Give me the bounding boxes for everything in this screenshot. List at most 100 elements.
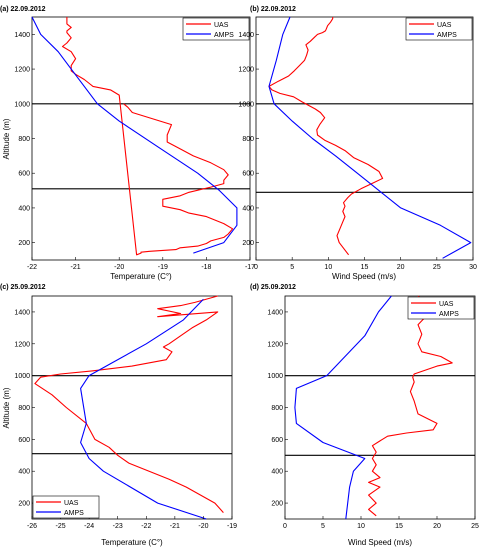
panel-c: (c) 25.09.2012 -26 -25 -24 -23 -22 -21 -20 -19 2…	[0, 284, 237, 547]
y-axis-label: Altitude (m)	[2, 118, 11, 159]
y-tick-label: 1200	[238, 67, 254, 74]
y-tick-label: 600	[18, 171, 30, 178]
legend-label-uas: UAS	[437, 22, 452, 29]
y-tick-label: 1200	[267, 341, 283, 348]
y-tick-label: 800	[242, 136, 254, 143]
x-tick-label: 25	[433, 264, 441, 271]
y-tick-label: 200	[271, 501, 283, 508]
x-tick-label: 25	[471, 523, 479, 530]
x-tick-label: -26	[27, 523, 37, 530]
y-tick-label: 800	[18, 405, 30, 412]
legend-label-uas: UAS	[439, 301, 454, 308]
series-layer	[294, 295, 453, 520]
series-line-amps	[268, 16, 472, 259]
series-line-amps	[31, 16, 238, 254]
legend-label-uas: UAS	[64, 500, 79, 507]
legend-label-amps: AMPS	[214, 32, 234, 39]
y-tick-label: 600	[271, 437, 283, 444]
tick-labels: -26 -25 -24 -23 -22 -21 -20 -19 200 400 600 800 1000…	[14, 309, 237, 530]
y-tick-label: 600	[18, 437, 30, 444]
y-tick-label: 400	[18, 469, 30, 476]
y-tick-label: 1400	[14, 309, 30, 316]
y-tick-label: 200	[18, 501, 30, 508]
y-tick-label: 200	[18, 240, 30, 247]
x-tick-label: 10	[324, 264, 332, 271]
y-tick-label: 200	[242, 240, 254, 247]
x-tick-label: 10	[357, 523, 365, 530]
plot-frame	[284, 295, 476, 520]
panel-a: (a) 22.09.2012 -22 -21 -20 -19 -18 -17 200 400 6…	[0, 6, 255, 281]
plot-frame	[31, 295, 233, 520]
series-line-amps	[80, 298, 207, 520]
x-tick-label: 20	[433, 523, 441, 530]
tick-labels: 0 5 10 15 20 25 200 400 600 800 1000 1200 1400	[267, 309, 479, 530]
y-tick-label: 1400	[238, 32, 254, 39]
y-tick-label: 1000	[14, 101, 30, 108]
horizontal-reference-lines	[32, 375, 232, 455]
plot-frame	[255, 16, 474, 261]
x-tick-label: -23	[113, 523, 123, 530]
y-tick-label: 400	[242, 205, 254, 212]
x-tick-label: 0	[283, 523, 287, 530]
y-tick-label: 1200	[14, 341, 30, 348]
legend: UAS AMPS	[32, 495, 100, 519]
panel-label: (c) 25.09.2012	[0, 284, 46, 291]
x-tick-label: -21	[170, 523, 180, 530]
horizontal-reference-lines	[32, 103, 250, 190]
y-tick-label: 1000	[267, 373, 283, 380]
y-tick-label: 800	[18, 136, 30, 143]
series-layer	[34, 295, 224, 520]
panel-label: (a) 22.09.2012	[0, 6, 46, 13]
x-axis-label: Wind Speed (m/s)	[348, 538, 412, 547]
x-tick-label: -20	[114, 264, 124, 271]
y-axis-label: Altitude (m)	[2, 387, 11, 428]
series-line-uas	[368, 295, 453, 517]
tick-labels: -22 -21 -20 -19 -18 -17 200 400 600 800 1000 1200 14…	[14, 32, 255, 271]
x-tick-label: 5	[290, 264, 294, 271]
panel-b: (b) 22.09.2012 0 5 10 15 20 25 30 200 400 600 800 1…	[238, 6, 477, 281]
x-axis-label: Wind Speed (m/s)	[332, 272, 396, 281]
series-layer	[268, 16, 472, 259]
panel-label: (d) 25.09.2012	[250, 284, 296, 291]
x-tick-label: -19	[158, 264, 168, 271]
legend: UAS AMPS	[407, 296, 475, 320]
horizontal-reference-lines	[256, 103, 473, 193]
series-line-uas	[34, 295, 224, 513]
x-tick-label: -18	[201, 264, 211, 271]
y-tick-label: 800	[271, 405, 283, 412]
x-tick-label: -22	[27, 264, 37, 271]
y-tick-label: 600	[242, 171, 254, 178]
x-tick-label: 15	[361, 264, 369, 271]
y-tick-label: 1000	[238, 101, 254, 108]
series-layer	[31, 16, 238, 256]
x-tick-label: 5	[321, 523, 325, 530]
x-axis-label: Temperature (C°)	[110, 272, 172, 281]
legend-label-amps: AMPS	[439, 311, 459, 318]
x-tick-label: -17	[245, 264, 255, 271]
y-tick-label: 1400	[267, 309, 283, 316]
x-tick-label: -22	[141, 523, 151, 530]
legend-label-uas: UAS	[214, 22, 229, 29]
x-tick-label: -20	[198, 523, 208, 530]
legend: UAS AMPS	[182, 17, 250, 41]
x-tick-label: -19	[227, 523, 237, 530]
y-tick-label: 1000	[14, 373, 30, 380]
y-tick-label: 400	[271, 469, 283, 476]
plot-frame	[31, 16, 251, 261]
y-tick-label: 1200	[14, 67, 30, 74]
x-tick-label: -21	[71, 264, 81, 271]
panel-d: (d) 25.09.2012 0 5 10 15 20 25 200 400 600 800 100…	[250, 284, 479, 547]
y-tick-label: 400	[18, 205, 30, 212]
panel-label: (b) 22.09.2012	[250, 6, 296, 13]
x-axis-label: Temperature (C°)	[101, 538, 163, 547]
legend-label-amps: AMPS	[64, 510, 84, 517]
x-tick-label: -25	[56, 523, 66, 530]
horizontal-reference-lines	[285, 375, 475, 456]
legend-label-amps: AMPS	[437, 32, 457, 39]
tick-labels: 0 5 10 15 20 25 30 200 400 600 800 1000 1200 1400	[238, 32, 477, 271]
x-tick-label: -24	[84, 523, 94, 530]
y-tick-label: 1400	[14, 32, 30, 39]
x-tick-label: 0	[254, 264, 258, 271]
series-line-uas	[61, 17, 234, 256]
